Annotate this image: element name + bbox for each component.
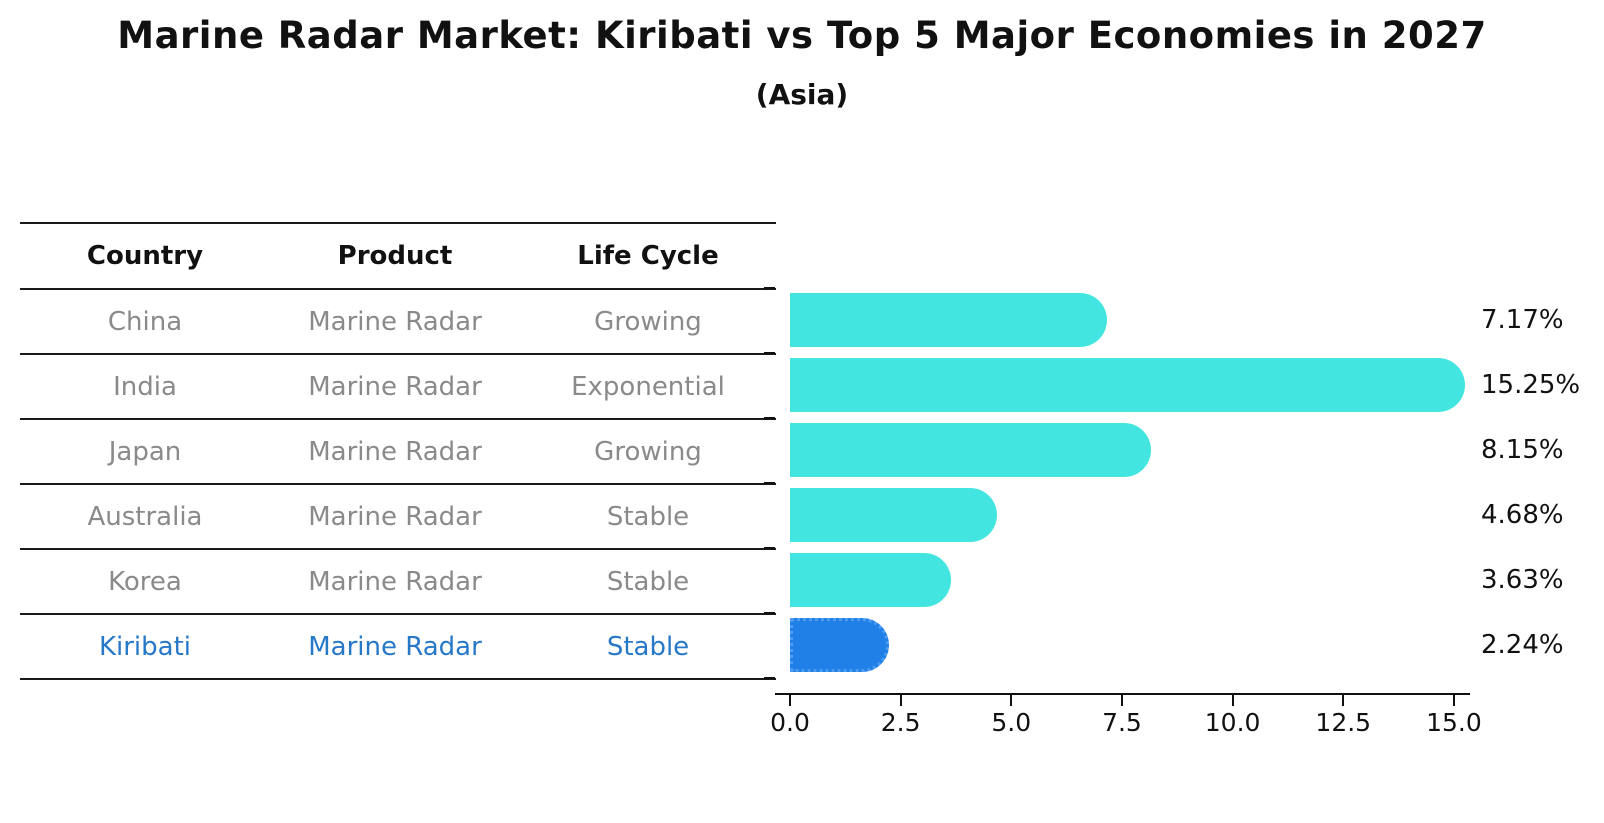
y-axis-tick — [764, 482, 775, 484]
bar-value-label: 15.25% — [1481, 370, 1581, 400]
x-axis-tick-label: 7.5 — [1102, 708, 1142, 737]
table-cell-product: Marine Radar — [308, 501, 482, 532]
table-cell-product: Marine Radar — [308, 371, 482, 402]
table-cell-product: Marine Radar — [308, 436, 482, 467]
table-row: Australia Marine Radar Stable — [20, 485, 776, 550]
chart-subtitle: (Asia) — [755, 78, 849, 111]
table-header-row: Country Product Life Cycle — [20, 224, 776, 290]
y-axis-tick — [764, 287, 775, 289]
table-cell-life-cycle: Stable — [606, 501, 690, 532]
y-axis-tick — [764, 677, 775, 679]
bar-chart-plot-area: 0.0 2.5 5.0 7.5 10.0 12.5 15.0 — [764, 287, 1482, 737]
bar-value-label: 4.68% — [1481, 500, 1564, 530]
x-axis-tick-label: 12.5 — [1315, 708, 1372, 737]
bar-value-label: 2.24% — [1481, 630, 1564, 660]
table-cell-life-cycle: Stable — [606, 631, 690, 662]
table-row: Japan Marine Radar Growing — [20, 420, 776, 485]
table-cell-country: Japan — [108, 436, 182, 467]
x-axis-tick — [899, 695, 902, 706]
bar-china — [790, 293, 1107, 347]
table-row: China Marine Radar Growing — [20, 290, 776, 355]
bar-japan — [790, 423, 1151, 477]
table-cell-country: Korea — [108, 566, 182, 597]
table-cell-product: Marine Radar — [308, 631, 482, 662]
table-header-product: Product — [337, 241, 453, 271]
table-row: Korea Marine Radar Stable — [20, 550, 776, 615]
bar-india — [790, 358, 1465, 412]
table-cell-life-cycle: Stable — [606, 566, 690, 597]
x-axis-tick-label: 2.5 — [880, 708, 921, 737]
bar-value-label: 8.15% — [1481, 435, 1564, 465]
x-axis-tick-label: 0.0 — [770, 708, 810, 737]
y-axis-tick — [764, 547, 775, 549]
table-cell-life-cycle: Growing — [594, 436, 702, 467]
x-axis-tick-label: 15.0 — [1426, 708, 1482, 737]
table-cell-country: China — [107, 306, 183, 337]
y-axis-tick — [764, 352, 775, 354]
bar-row — [790, 288, 1465, 353]
table-cell-country: Australia — [87, 501, 203, 532]
x-axis-tick — [1231, 695, 1234, 706]
bar-row — [790, 353, 1465, 418]
bar-value-label: 7.17% — [1481, 305, 1564, 335]
bar-row — [790, 483, 1465, 548]
table-cell-country: Kiribati — [98, 631, 192, 662]
bar-korea — [790, 553, 951, 607]
x-axis-tick — [1452, 695, 1455, 706]
y-axis-tick — [764, 417, 775, 419]
bar-row — [790, 418, 1465, 483]
table-body: China Marine Radar Growing India Marine Rada… — [20, 290, 776, 680]
comparison-table: Country Product Life Cycle China Marine R… — [20, 222, 776, 680]
y-axis-tick — [764, 612, 775, 614]
table-cell-product: Marine Radar — [308, 566, 482, 597]
x-axis-tick — [1120, 695, 1123, 706]
x-axis-tick — [1342, 695, 1345, 706]
table-cell-life-cycle: Exponential — [571, 371, 725, 402]
table-row: India Marine Radar Exponential — [20, 355, 776, 420]
table-cell-product: Marine Radar — [308, 306, 482, 337]
bar-row — [790, 613, 1465, 678]
x-axis-tick — [789, 695, 791, 706]
x-axis-tick-label: 5.0 — [991, 708, 1032, 737]
table-header-country: Country — [86, 241, 204, 271]
table-cell-country: India — [113, 371, 177, 402]
chart-title: Marine Radar Market: Kiribati vs Top 5 M… — [117, 14, 1487, 57]
x-axis-tick-label: 10.0 — [1204, 708, 1261, 737]
table-row: Kiribati Marine Radar Stable — [20, 615, 776, 680]
bar-australia — [790, 488, 997, 542]
bar-row — [790, 548, 1465, 613]
table-header-life-cycle: Life Cycle — [577, 241, 719, 271]
table-cell-life-cycle: Growing — [594, 306, 702, 337]
bar-value-label: 3.63% — [1481, 565, 1564, 595]
x-axis-tick — [1010, 695, 1013, 706]
bar-kiribati — [790, 618, 889, 672]
bar-value-label-column: 7.17% 15.25% 8.15% 4.68% 3.63% 2.24% — [1481, 288, 1604, 678]
